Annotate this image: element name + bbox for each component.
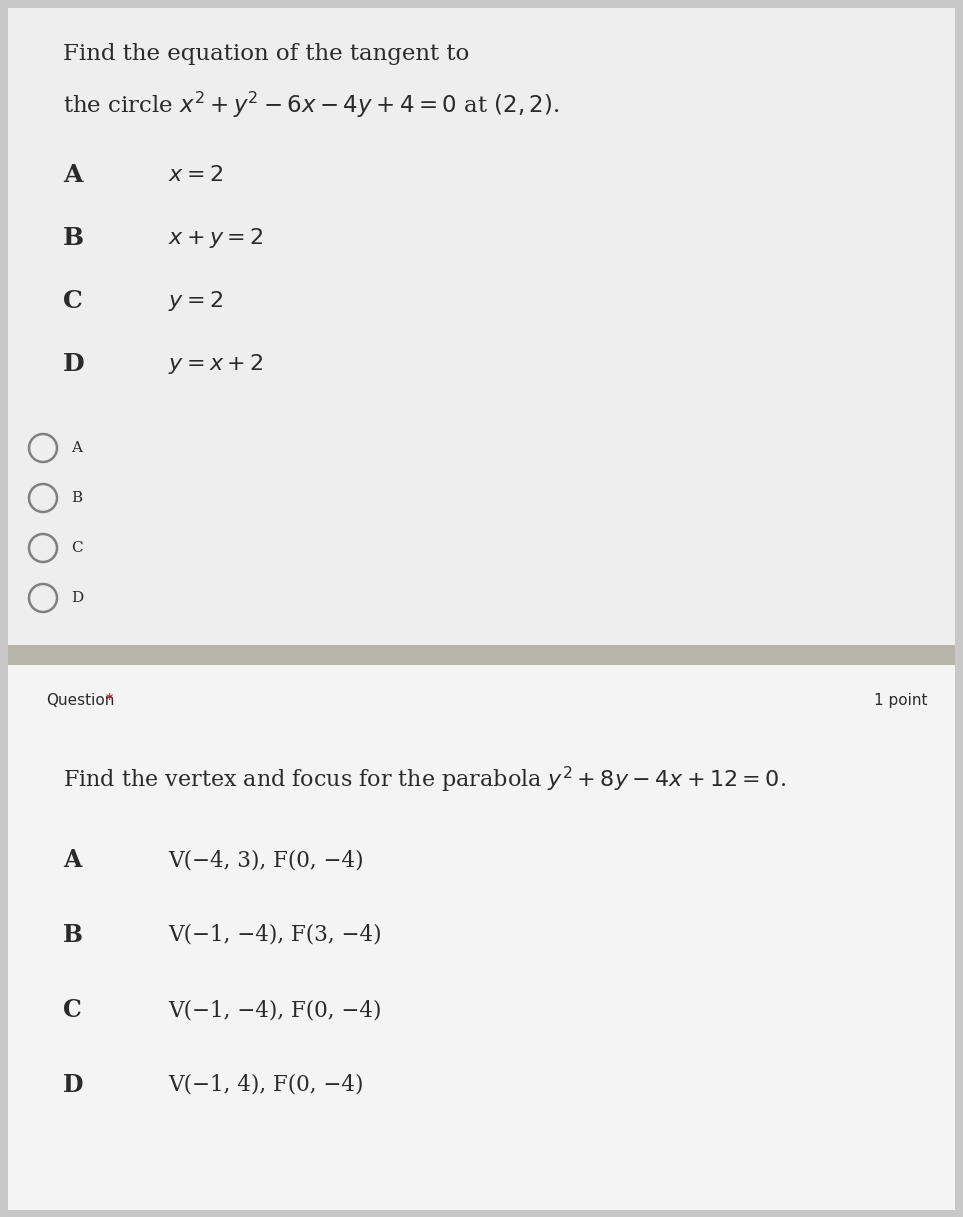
Text: $y = x + 2$: $y = x + 2$ [168,352,264,376]
Text: Find the equation of the tangent to: Find the equation of the tangent to [63,43,469,65]
Text: C: C [63,288,83,313]
Text: the circle $x^2 + y^2 - 6x - 4y + 4 = 0$ at $(2,2)$.: the circle $x^2 + y^2 - 6x - 4y + 4 = 0$… [63,90,560,120]
Text: V(−1, −4), F(3, −4): V(−1, −4), F(3, −4) [168,924,381,946]
Bar [8,9,955,645]
Text: V(−1, 4), F(0, −4): V(−1, 4), F(0, −4) [168,1073,363,1097]
Text: A: A [63,163,83,187]
Text: D: D [71,591,83,605]
Text: D: D [63,1073,84,1097]
Text: $y = 2$: $y = 2$ [168,288,222,313]
Bar [8,664,955,1210]
Text: Question: Question [46,692,115,708]
Text: *: * [101,692,114,708]
Bar [8,645,955,664]
Text: B: B [63,922,83,947]
Text: C: C [71,542,83,555]
Text: Find the vertex and focus for the parabola $y^2 + 8y - 4x + 12 = 0$.: Find the vertex and focus for the parabo… [63,765,786,795]
Text: D: D [63,352,85,376]
Text: A: A [63,848,82,873]
Text: V(−4, 3), F(0, −4): V(−4, 3), F(0, −4) [168,849,364,871]
Text: B: B [71,490,82,505]
Text: $x + y = 2$: $x + y = 2$ [168,226,264,249]
Text: V(−1, −4), F(0, −4): V(−1, −4), F(0, −4) [168,999,381,1021]
Text: 1 point: 1 point [874,692,928,708]
Text: $x = 2$: $x = 2$ [168,164,222,186]
Text: B: B [63,226,84,249]
Text: C: C [63,998,82,1022]
Text: A: A [71,441,82,455]
